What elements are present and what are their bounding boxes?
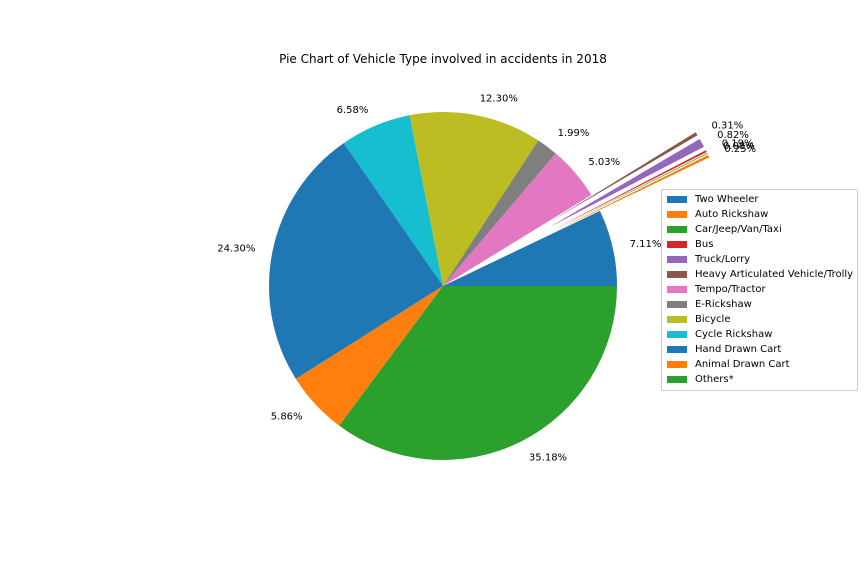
legend-swatch <box>667 376 687 383</box>
legend-item: Heavy Articulated Vehicle/Trolly <box>662 267 857 282</box>
pie-slice-bus <box>551 150 707 231</box>
legend-swatch <box>667 241 687 248</box>
legend-swatch <box>667 361 687 368</box>
legend-label: Bus <box>695 239 714 250</box>
pie-slice-animal-drawn-cart <box>295 286 443 426</box>
pct-label: 0.08% <box>723 141 755 152</box>
legend-label: Hand Drawn Cart <box>695 344 782 355</box>
pct-label: 1.99% <box>558 128 590 139</box>
legend-swatch <box>667 256 687 263</box>
legend-item: Two Wheeler <box>662 192 857 207</box>
pct-label: 0.31% <box>712 120 744 131</box>
pie-slice-two-wheeler <box>443 210 617 286</box>
pct-label: 24.30% <box>217 243 255 254</box>
pct-label: 0.25% <box>724 144 756 155</box>
pie-slice-cycle-rickshaw <box>343 115 443 286</box>
legend-item: Cycle Rickshaw <box>662 327 857 342</box>
pct-label: 12.30% <box>480 94 518 105</box>
pie-slice-others- <box>339 286 617 460</box>
legend-item: Bicycle <box>662 312 857 327</box>
legend-swatch <box>667 271 687 278</box>
legend-label: Others* <box>695 374 734 385</box>
legend-label: Auto Rickshaw <box>695 209 769 220</box>
chart-legend: Two Wheeler Auto Rickshaw Car/Jeep/Van/Tax… <box>661 189 858 391</box>
legend-swatch <box>667 226 687 233</box>
pct-label: 5.86% <box>271 412 303 423</box>
legend-item: E-Rickshaw <box>662 297 857 312</box>
pie-slice-truck-lorry <box>549 138 704 228</box>
legend-item: Tempo/Tractor <box>662 282 857 297</box>
pct-label: 7.11% <box>630 239 662 250</box>
legend-label: E-Rickshaw <box>695 299 752 310</box>
chart-title: Pie Chart of Vehicle Type involved in ac… <box>279 52 607 66</box>
legend-label: Car/Jeep/Van/Taxi <box>695 224 782 235</box>
pie-slices <box>269 112 710 460</box>
pie-slice-car-jeep-van-taxi <box>551 152 708 232</box>
legend-item: Others* <box>662 372 857 387</box>
legend-item: Auto Rickshaw <box>662 207 857 222</box>
legend-swatch <box>667 196 687 203</box>
legend-swatch <box>667 301 687 308</box>
legend-label: Tempo/Tractor <box>695 284 766 295</box>
pie-slice-heavy-articulated-vehicle-trolly <box>547 132 698 224</box>
pie-slice-bicycle <box>409 112 539 287</box>
pct-label: 0.82% <box>717 130 749 141</box>
pie-slice-auto-rickshaw <box>552 154 710 233</box>
legend-swatch <box>667 211 687 218</box>
legend-label: Animal Drawn Cart <box>695 359 790 370</box>
legend-item: Animal Drawn Cart <box>662 357 857 372</box>
legend-label: Heavy Articulated Vehicle/Trolly <box>695 269 854 280</box>
pct-label: 35.18% <box>529 453 567 464</box>
percentage-labels: 7.11% 0.25%0.08%0.19%0.82%0.31% 5.03% 1.99%… <box>217 94 756 464</box>
legend-swatch <box>667 346 687 353</box>
pct-label: 6.58% <box>337 105 369 116</box>
pie-slice-hand-drawn-cart <box>269 143 443 379</box>
legend-label: Two Wheeler <box>695 194 759 205</box>
pie-slice-tempo-tractor <box>443 153 592 286</box>
legend-item: Truck/Lorry <box>662 252 857 267</box>
pie-slice-e-rickshaw <box>443 140 556 286</box>
pct-label: 0.19% <box>722 139 754 150</box>
legend-swatch <box>667 331 687 338</box>
legend-label: Truck/Lorry <box>695 254 751 265</box>
pct-label: 5.03% <box>588 157 620 168</box>
legend-item: Bus <box>662 237 857 252</box>
legend-label: Cycle Rickshaw <box>695 329 773 340</box>
legend-swatch <box>667 316 687 323</box>
legend-item: Hand Drawn Cart <box>662 342 857 357</box>
legend-item: Car/Jeep/Van/Taxi <box>662 222 857 237</box>
legend-swatch <box>667 286 687 293</box>
legend-label: Bicycle <box>695 314 731 325</box>
